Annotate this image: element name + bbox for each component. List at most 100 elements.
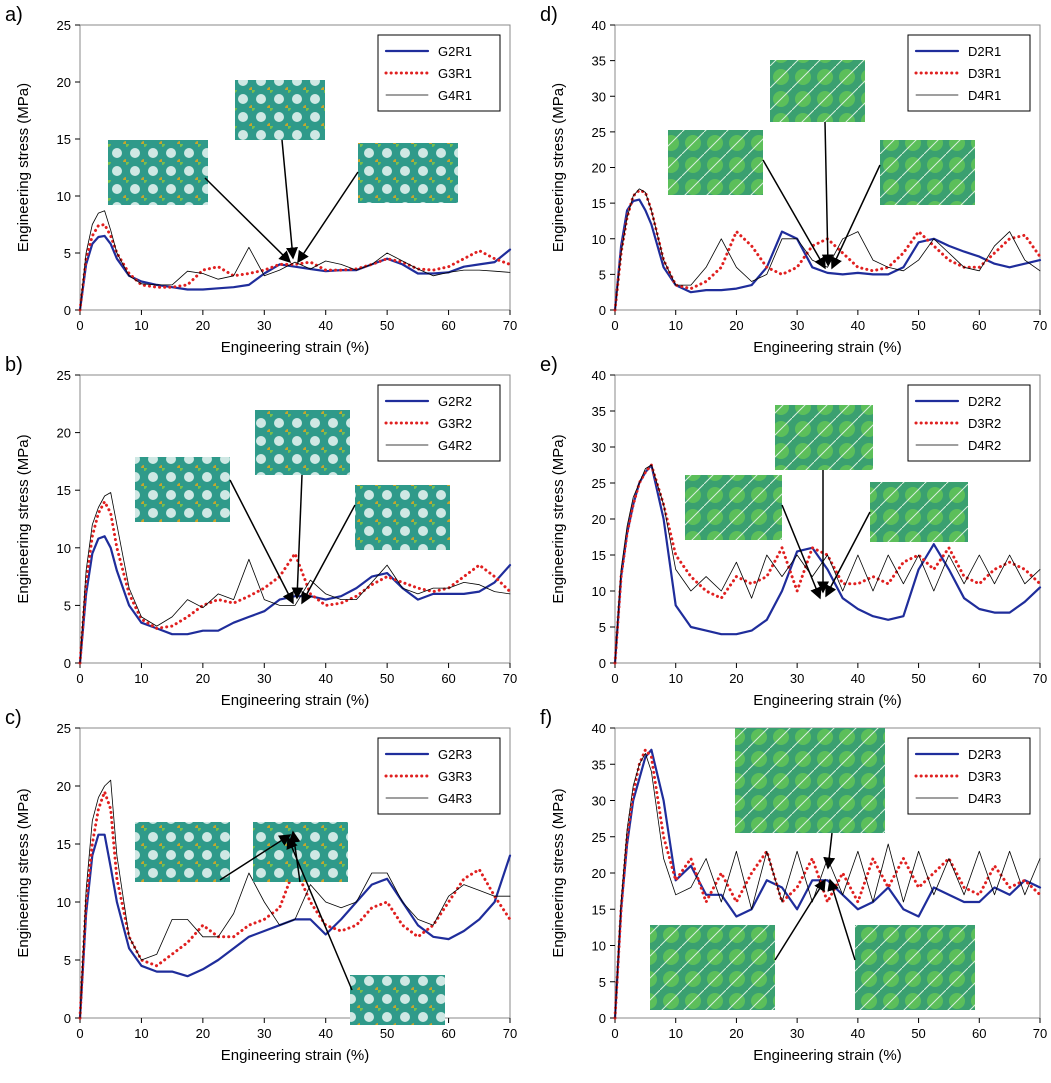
y-tick-label: 15 <box>57 837 71 852</box>
legend-label: G4R2 <box>438 438 472 453</box>
x-tick-label: 10 <box>134 1026 148 1041</box>
x-tick-label: 10 <box>134 671 148 686</box>
y-tick-label: 15 <box>592 196 606 211</box>
inset-image <box>650 925 775 1010</box>
y-tick-label: 20 <box>57 75 71 90</box>
y-tick-label: 10 <box>592 584 606 599</box>
y-tick-label: 0 <box>64 656 71 671</box>
y-tick-label: 40 <box>592 18 606 33</box>
y-tick-label: 25 <box>592 125 606 140</box>
panel-label: b) <box>5 354 23 376</box>
y-tick-label: 10 <box>57 189 71 204</box>
x-tick-label: 30 <box>257 318 271 333</box>
x-tick-label: 60 <box>972 318 986 333</box>
x-tick-label: 20 <box>196 1026 210 1041</box>
panel-label: c) <box>5 707 22 729</box>
y-tick-label: 10 <box>592 939 606 954</box>
x-tick-label: 40 <box>851 318 865 333</box>
inset-image <box>735 728 885 833</box>
x-axis-label: Engineering strain (%) <box>221 1047 369 1064</box>
inset-image <box>685 475 782 540</box>
y-tick-label: 30 <box>592 440 606 455</box>
series-line <box>615 465 1040 663</box>
x-tick-label: 30 <box>257 671 271 686</box>
y-axis-label: Engineering stress (MPa) <box>15 83 32 252</box>
legend-label: G3R1 <box>438 66 472 81</box>
inset-image <box>775 405 873 470</box>
y-tick-label: 15 <box>592 902 606 917</box>
y-tick-label: 0 <box>64 1011 71 1026</box>
y-tick-label: 0 <box>599 303 606 318</box>
series-line <box>615 465 1040 663</box>
y-axis-label: Engineering stress (MPa) <box>550 83 567 252</box>
y-tick-label: 35 <box>592 54 606 69</box>
y-tick-label: 25 <box>57 368 71 383</box>
legend-label: D3R1 <box>968 66 1001 81</box>
x-axis-label: Engineering strain (%) <box>753 339 901 356</box>
legend-label: G2R2 <box>438 394 472 409</box>
series-line <box>80 211 510 310</box>
y-tick-label: 35 <box>592 757 606 772</box>
x-tick-label: 20 <box>729 671 743 686</box>
y-tick-label: 15 <box>57 132 71 147</box>
panel-label: e) <box>540 354 558 376</box>
x-tick-label: 70 <box>503 318 517 333</box>
inset-image <box>108 140 208 205</box>
legend-label: D2R2 <box>968 394 1001 409</box>
x-tick-label: 60 <box>972 1026 986 1041</box>
legend-label: G2R3 <box>438 747 472 762</box>
inset-image <box>668 130 763 195</box>
y-tick-label: 40 <box>592 368 606 383</box>
x-tick-label: 0 <box>611 671 618 686</box>
legend-label: D4R1 <box>968 88 1001 103</box>
y-tick-label: 25 <box>57 18 71 33</box>
x-tick-label: 0 <box>76 1026 83 1041</box>
x-tick-label: 50 <box>380 318 394 333</box>
x-tick-label: 60 <box>441 671 455 686</box>
x-tick-label: 70 <box>503 671 517 686</box>
x-tick-label: 40 <box>851 1026 865 1041</box>
x-tick-label: 50 <box>911 1026 925 1041</box>
legend-label: G3R3 <box>438 769 472 784</box>
y-tick-label: 35 <box>592 404 606 419</box>
x-axis-label: Engineering strain (%) <box>753 1047 901 1064</box>
y-tick-label: 0 <box>599 1011 606 1026</box>
legend-label: D4R2 <box>968 438 1001 453</box>
x-tick-label: 20 <box>729 318 743 333</box>
x-tick-label: 0 <box>611 1026 618 1041</box>
inset-image <box>855 925 975 1010</box>
y-tick-label: 5 <box>64 953 71 968</box>
x-tick-label: 70 <box>503 1026 517 1041</box>
x-tick-label: 20 <box>196 671 210 686</box>
x-tick-label: 0 <box>76 671 83 686</box>
y-tick-label: 5 <box>599 267 606 282</box>
y-axis-label: Engineering stress (MPa) <box>550 788 567 957</box>
panel-label: f) <box>540 707 552 729</box>
y-tick-label: 5 <box>599 620 606 635</box>
legend-label: G3R2 <box>438 416 472 431</box>
legend-label: D2R3 <box>968 747 1001 762</box>
inset-image <box>870 482 968 542</box>
x-tick-label: 50 <box>911 671 925 686</box>
x-tick-label: 40 <box>318 318 332 333</box>
inset-image <box>350 975 445 1025</box>
x-tick-label: 40 <box>851 671 865 686</box>
legend-label: D2R1 <box>968 44 1001 59</box>
fe-insets <box>108 60 975 1025</box>
x-tick-label: 0 <box>611 318 618 333</box>
x-tick-label: 60 <box>441 318 455 333</box>
y-axis-label: Engineering stress (MPa) <box>15 434 32 603</box>
inset-image <box>135 822 230 882</box>
x-tick-label: 20 <box>196 318 210 333</box>
y-tick-label: 25 <box>592 476 606 491</box>
series-line <box>615 465 1040 663</box>
legend-label: D3R3 <box>968 769 1001 784</box>
panel-label: a) <box>5 4 23 26</box>
x-tick-label: 60 <box>972 671 986 686</box>
x-tick-label: 30 <box>790 1026 804 1041</box>
x-tick-label: 70 <box>1033 671 1047 686</box>
y-tick-label: 30 <box>592 89 606 104</box>
y-tick-label: 5 <box>64 246 71 261</box>
y-tick-label: 20 <box>57 779 71 794</box>
x-tick-label: 50 <box>380 671 394 686</box>
